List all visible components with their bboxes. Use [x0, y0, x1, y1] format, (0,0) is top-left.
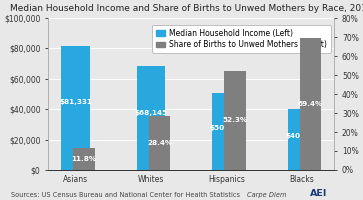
Text: 52.3%: 52.3%	[223, 117, 248, 123]
Bar	[61, 46, 90, 170]
Text: $50,486: $50,486	[210, 125, 243, 131]
Text: $40,258: $40,258	[285, 133, 318, 139]
Bar	[212, 93, 241, 170]
Bar	[300, 38, 321, 170]
Text: $81,331: $81,331	[59, 99, 92, 105]
Text: 69.4%: 69.4%	[298, 101, 323, 107]
Bar	[136, 66, 165, 170]
Text: 11.8%: 11.8%	[72, 156, 97, 162]
Text: $68,145: $68,145	[134, 110, 168, 116]
Text: AEI: AEI	[310, 189, 328, 198]
Bar	[149, 116, 170, 170]
Legend: Median Household Income (Left), Share of Births to Unwed Mothers (Right): Median Household Income (Left), Share of…	[152, 25, 330, 53]
Bar	[73, 148, 95, 170]
Title: Median Household Income and Share of Births to Unwed Mothers by Race, 2017: Median Household Income and Share of Bir…	[10, 4, 363, 13]
Text: 28.4%: 28.4%	[147, 140, 172, 146]
Bar	[224, 71, 246, 170]
Bar	[287, 109, 316, 170]
Text: Carpe Diem: Carpe Diem	[247, 192, 286, 198]
Text: Sources: US Census Bureau and National Center for Health Statistics: Sources: US Census Bureau and National C…	[11, 192, 240, 198]
